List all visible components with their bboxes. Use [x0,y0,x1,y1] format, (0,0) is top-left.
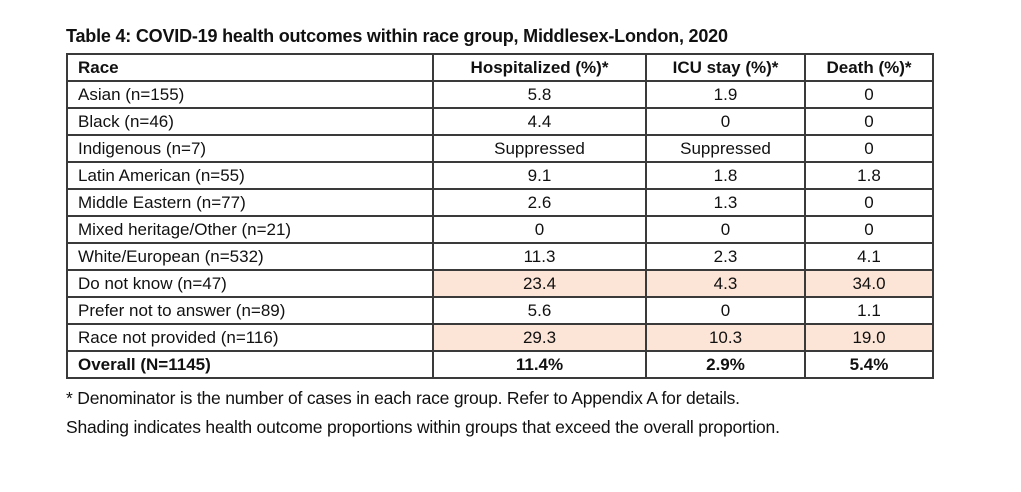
table-row: Black (n=46) 4.4 0 0 [66,107,934,136]
death-value-cell: 5.4% [804,350,934,379]
footnotes: * Denominator is the number of cases in … [66,384,934,442]
table-row: Mixed heritage/Other (n=21) 0 0 0 [66,215,934,244]
table-4-section: Table 4: COVID-19 health outcomes within… [66,24,934,442]
death-value-cell: 0 [804,80,934,109]
table-row: White/European (n=532) 11.3 2.3 4.1 [66,242,934,271]
table-row: Indigenous (n=7) Suppressed Suppressed 0 [66,134,934,163]
icu-stay-value-cell: Suppressed [645,134,806,163]
footnote-shading: Shading indicates health outcome proport… [66,417,780,437]
icu-stay-value-cell: 0 [645,215,806,244]
race-group-cell: White/European (n=532) [66,242,434,271]
column-header-hospitalized: Hospitalized (%)* [432,53,647,82]
death-value-cell: 0 [804,107,934,136]
race-group-cell: Do not know (n=47) [66,269,434,298]
death-value-cell: 0 [804,134,934,163]
hospitalized-value-cell: 0 [432,215,647,244]
table-title: Table 4: COVID-19 health outcomes within… [66,26,728,46]
death-value-cell: 0 [804,215,934,244]
hospitalized-value-cell: 4.4 [432,107,647,136]
icu-stay-value-cell: 0 [645,107,806,136]
race-group-cell: Race not provided (n=116) [66,323,434,352]
death-value-cell: 19.0 [804,323,934,352]
icu-stay-value-cell: 4.3 [645,269,806,298]
header-row: Race Hospitalized (%)* ICU stay (%)* Dea… [66,53,934,82]
race-group-cell: Indigenous (n=7) [66,134,434,163]
column-header-death: Death (%)* [804,53,934,82]
hospitalized-value-cell: 5.8 [432,80,647,109]
hospitalized-value-cell: 23.4 [432,269,647,298]
race-group-cell: Asian (n=155) [66,80,434,109]
hospitalized-value-cell: Suppressed [432,134,647,163]
race-group-cell: Prefer not to answer (n=89) [66,296,434,325]
hospitalized-value-cell: 5.6 [432,296,647,325]
icu-stay-value-cell: 0 [645,296,806,325]
race-group-cell: Latin American (n=55) [66,161,434,190]
table-row: Latin American (n=55) 9.1 1.8 1.8 [66,161,934,190]
column-header-race: Race [66,53,434,82]
race-group-cell: Mixed heritage/Other (n=21) [66,215,434,244]
table-row: Race not provided (n=116) 29.3 10.3 19.0 [66,323,934,352]
race-group-cell: Black (n=46) [66,107,434,136]
hospitalized-value-cell: 9.1 [432,161,647,190]
hospitalized-value-cell: 2.6 [432,188,647,217]
hospitalized-value-cell: 11.3 [432,242,647,271]
death-value-cell: 34.0 [804,269,934,298]
column-header-icu-stay: ICU stay (%)* [645,53,806,82]
table-row: Prefer not to answer (n=89) 5.6 0 1.1 [66,296,934,325]
table-row: Asian (n=155) 5.8 1.9 0 [66,80,934,109]
icu-stay-value-cell: 2.3 [645,242,806,271]
death-value-cell: 0 [804,188,934,217]
table-row: Do not know (n=47) 23.4 4.3 34.0 [66,269,934,298]
table-row: Middle Eastern (n=77) 2.6 1.3 0 [66,188,934,217]
death-value-cell: 1.1 [804,296,934,325]
icu-stay-value-cell: 1.3 [645,188,806,217]
table-row: Overall (N=1145) 11.4% 2.9% 5.4% [66,350,934,379]
race-group-cell: Overall (N=1145) [66,350,434,379]
hospitalized-value-cell: 11.4% [432,350,647,379]
race-group-cell: Middle Eastern (n=77) [66,188,434,217]
footnote-denominator: * Denominator is the number of cases in … [66,388,740,408]
icu-stay-value-cell: 1.9 [645,80,806,109]
icu-stay-value-cell: 10.3 [645,323,806,352]
hospitalized-value-cell: 29.3 [432,323,647,352]
death-value-cell: 1.8 [804,161,934,190]
icu-stay-value-cell: 2.9% [645,350,806,379]
covid-outcomes-table: Race Hospitalized (%)* ICU stay (%)* Dea… [66,53,934,379]
icu-stay-value-cell: 1.8 [645,161,806,190]
death-value-cell: 4.1 [804,242,934,271]
